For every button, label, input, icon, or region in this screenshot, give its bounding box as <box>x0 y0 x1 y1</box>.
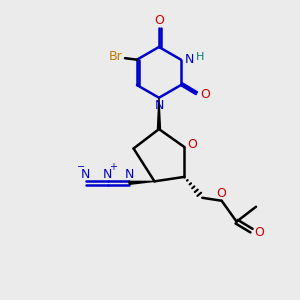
Text: −: − <box>77 162 85 172</box>
Text: N: N <box>154 99 164 112</box>
Text: O: O <box>200 88 210 100</box>
Text: O: O <box>154 14 164 27</box>
Text: N: N <box>124 168 134 181</box>
Text: H: H <box>196 52 205 62</box>
Text: O: O <box>254 226 264 238</box>
Text: +: + <box>109 162 117 172</box>
Text: O: O <box>187 137 197 151</box>
Polygon shape <box>158 98 160 129</box>
Text: N: N <box>103 168 112 181</box>
Text: N: N <box>81 168 90 181</box>
Text: Br: Br <box>109 50 123 63</box>
Text: O: O <box>217 187 226 200</box>
Text: N: N <box>184 53 194 66</box>
Polygon shape <box>129 182 154 184</box>
